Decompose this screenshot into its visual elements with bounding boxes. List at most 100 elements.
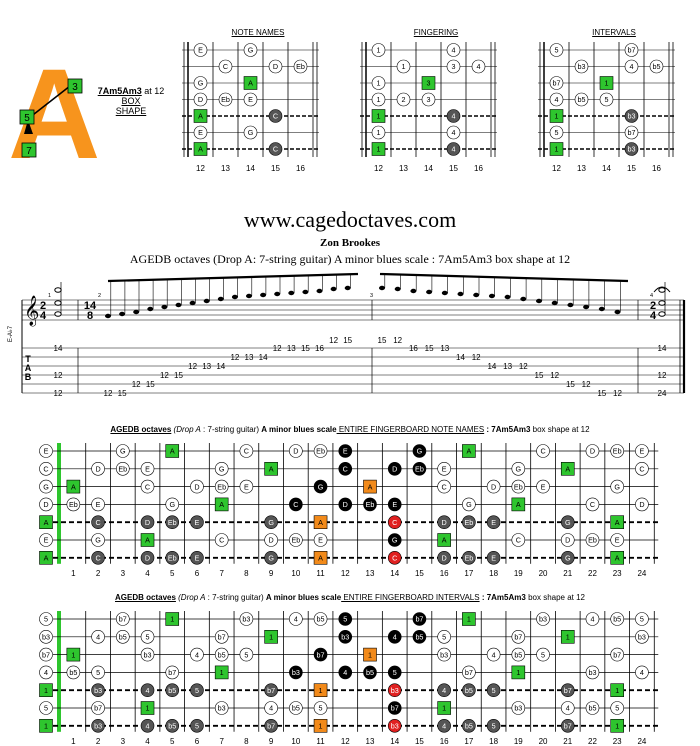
note-head [473,292,480,298]
note-marker-label: C [273,112,278,121]
tab-number: 14 [487,362,496,371]
time-sig-top: 14 [84,300,97,312]
note-marker-label: b3 [94,686,102,695]
note-marker [66,479,81,494]
note-marker [193,109,208,123]
note-marker [599,76,614,90]
note-marker-label: Eb [316,447,325,456]
note-marker-label: b5 [653,62,661,71]
note-marker-label: C [95,554,100,563]
note-marker-label: E [248,95,253,104]
fret-number: 1 [71,569,76,578]
note-marker-label: 1 [555,112,559,121]
fret-number: 8 [244,569,249,578]
note-marker-label: G [466,500,472,509]
note-marker [190,551,204,565]
note-marker-label: Eb [221,95,230,104]
note-marker [511,701,526,715]
note-head [260,292,267,298]
note-marker-label: C [219,536,224,545]
note-marker [165,497,180,512]
note-marker-label: 1 [615,686,619,695]
note-marker-label: b3 [638,633,646,642]
open-string-marker-label: E [44,536,49,545]
note-marker-label: Eb [464,554,473,563]
note-marker-label: G [268,554,274,563]
open-string-marker-label: D [43,500,48,509]
note-marker [313,515,328,529]
fret-number: 9 [269,569,274,578]
note-marker [116,444,130,458]
tab-number: 12 [188,362,197,371]
note-marker [560,683,575,697]
note-marker-label: C [540,447,545,456]
note-marker [190,647,204,662]
tab-letter: A [25,363,32,373]
note-head [231,294,238,300]
note-marker [140,515,155,529]
note-marker-label: G [565,518,571,527]
note-marker [635,629,649,644]
note-marker [140,719,155,733]
note-marker [437,683,451,697]
note-marker-label: 5 [96,668,100,677]
note-marker [624,125,639,140]
note-marker [585,612,600,626]
note-marker [91,665,105,680]
note-marker-label: Eb [291,536,300,545]
note-marker [387,719,402,733]
note-marker [313,551,328,565]
tab-number: 15 [301,344,310,353]
note-marker [486,479,501,494]
note-marker-label: b5 [613,615,621,624]
open-string-marker [39,612,53,626]
note-marker-label: E [195,518,200,527]
note-marker [610,683,625,697]
board-intervals-title: AGEDB octaves (Drop A : 7-string guitar)… [115,593,585,602]
note-marker [91,497,105,512]
note-marker [462,683,476,697]
open-string-marker-label: E [44,447,49,456]
shape-text: SHAPE [115,106,147,116]
note-marker [462,665,476,680]
note-marker [560,701,575,715]
note-marker-label: 1 [220,668,224,677]
fret-number: 21 [563,737,572,746]
note-marker [585,701,600,715]
note-marker [193,43,208,57]
note-marker-label: E [198,46,203,55]
note-marker-label: 5 [492,686,496,695]
open-string-marker [39,551,53,565]
fret-number: 10 [291,569,300,578]
note-marker [462,444,476,458]
note-marker [387,665,402,680]
note-marker [610,701,625,715]
note-marker-label: 3 [427,79,431,88]
note-marker-label: b5 [514,650,522,659]
tab-number: 12 [658,371,667,380]
note-marker [624,142,639,156]
note-marker-label: b7 [391,704,399,713]
note-marker [635,665,649,680]
note-marker [536,444,550,458]
fret-number: 12 [552,164,561,173]
note-marker-label: D [95,465,100,474]
open-string-marker [39,683,53,697]
fermata [653,286,671,293]
note-marker-label: G [169,500,175,509]
note-marker-label: C [392,518,397,527]
fret-number: 14 [424,164,433,173]
note-marker-label: 4 [269,704,273,713]
note-marker-label: 2 [402,95,406,104]
box-text: BOX [121,96,141,106]
note-marker [363,479,377,494]
note-marker-label: 4 [393,633,397,642]
note-head [274,291,281,297]
note-marker-label: b3 [341,633,349,642]
note-marker-label: 1 [516,668,520,677]
note-marker [387,515,402,529]
note-marker [585,665,600,680]
note-marker [313,533,328,547]
note-marker-label: 5 [393,668,397,677]
note-marker [91,683,105,697]
